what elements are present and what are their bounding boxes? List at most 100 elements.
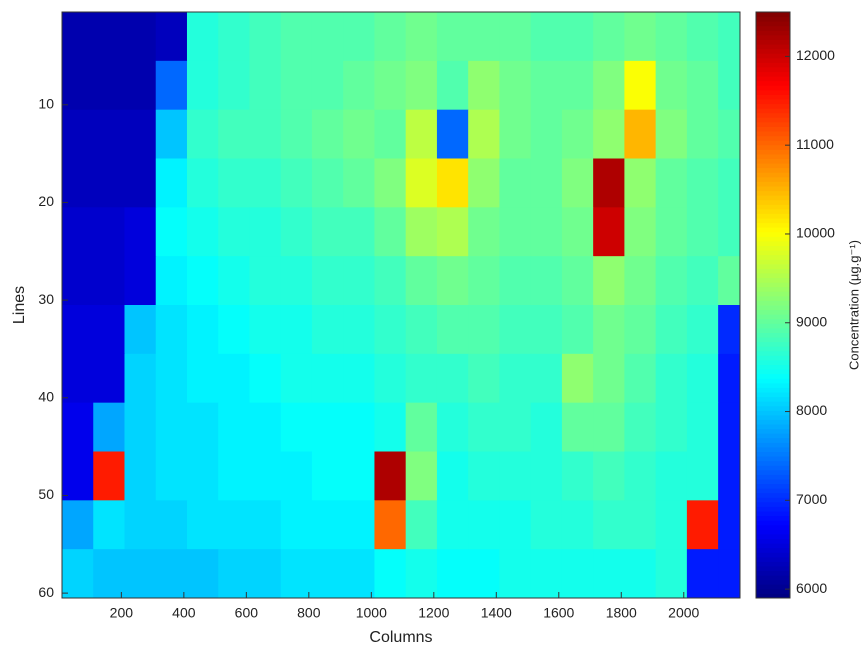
heat-cell	[624, 451, 657, 501]
heat-cell	[62, 549, 94, 599]
heat-cell	[218, 109, 250, 159]
heat-cell	[686, 549, 719, 599]
colorbar-swatch	[756, 286, 790, 292]
heat-cell	[343, 256, 375, 306]
heat-cell	[249, 549, 282, 599]
colorbar-swatch	[756, 76, 790, 82]
heat-cell	[436, 60, 469, 111]
heat-cell	[374, 451, 407, 501]
heat-cell	[436, 500, 469, 550]
heat-cell	[155, 500, 188, 550]
colorbar-swatch	[756, 579, 790, 585]
heat-cell	[530, 402, 563, 452]
heat-cell	[311, 549, 344, 599]
colorbar-swatch	[756, 533, 790, 539]
colorbar-swatch	[756, 309, 790, 315]
heat-cell	[93, 305, 125, 355]
heat-cell	[593, 207, 625, 257]
colorbar-swatch	[756, 140, 790, 146]
heat-cell	[218, 549, 250, 599]
heat-cell	[561, 500, 594, 550]
colorbar-swatch	[756, 53, 790, 59]
heat-cell	[686, 207, 719, 257]
colorbar-swatch	[756, 332, 790, 338]
heat-cell	[686, 353, 719, 404]
heat-cell	[436, 256, 469, 306]
heat-cell	[249, 353, 282, 404]
colorbar-swatch	[756, 520, 790, 526]
heat-cell	[468, 402, 500, 452]
heat-cell	[655, 109, 688, 159]
heat-cell	[93, 60, 125, 111]
heat-cell	[686, 60, 719, 111]
x-tick-label: 400	[172, 605, 196, 621]
colorbar-swatch	[756, 359, 790, 366]
heat-cell	[186, 256, 219, 306]
heat-cell	[186, 402, 219, 452]
heat-cell	[280, 207, 313, 257]
heat-cell	[311, 402, 344, 452]
heat-cell	[374, 305, 407, 355]
heat-cell	[530, 451, 563, 501]
heat-cell	[686, 256, 719, 306]
heat-cell	[374, 353, 407, 404]
colorbar-swatch	[756, 318, 790, 324]
heat-cell	[593, 451, 625, 501]
heat-cell	[186, 305, 219, 355]
heat-cell	[530, 500, 563, 550]
colorbar-swatch	[756, 492, 790, 498]
heat-cell	[249, 451, 282, 501]
colorbar-swatch	[756, 66, 790, 73]
heat-cell	[124, 12, 157, 62]
colorbar-swatch	[756, 474, 790, 480]
heat-cell	[280, 12, 313, 62]
heat-cell	[280, 158, 313, 208]
heat-cell	[624, 109, 657, 159]
heat-cell	[561, 256, 594, 306]
colorbar-swatch	[756, 410, 790, 416]
colorbar-swatch	[756, 469, 790, 475]
heat-cell	[155, 256, 188, 306]
heat-cell	[311, 158, 344, 208]
colorbar-swatch	[756, 272, 790, 279]
heat-cell	[343, 451, 375, 501]
heat-cell	[593, 109, 625, 159]
heat-cell	[499, 207, 532, 257]
heat-cell	[468, 451, 500, 501]
heat-cell	[280, 549, 313, 599]
colorbar-swatch	[756, 350, 790, 356]
heat-cell	[374, 500, 407, 550]
heat-cell	[62, 500, 94, 550]
heat-cell	[499, 451, 532, 501]
colorbar-swatch	[756, 556, 790, 562]
colorbar-swatch	[756, 204, 790, 210]
heat-cell	[186, 109, 219, 159]
heat-cell	[124, 60, 157, 111]
heat-cell	[718, 402, 741, 452]
heat-cell	[124, 109, 157, 159]
colorbar-swatch	[756, 259, 790, 265]
heat-cell	[561, 158, 594, 208]
colorbar-swatch	[756, 89, 790, 95]
heat-cell	[249, 256, 282, 306]
colorbar-swatch	[756, 245, 790, 251]
heat-cell	[718, 60, 741, 111]
heat-cell	[343, 207, 375, 257]
heat-cell	[593, 500, 625, 550]
heat-cell	[405, 549, 438, 599]
colorbar-swatch	[756, 506, 790, 512]
heat-cell	[530, 305, 563, 355]
heat-cell	[718, 207, 741, 257]
heat-cell	[93, 402, 125, 452]
heat-cell	[624, 402, 657, 452]
heat-cell	[186, 353, 219, 404]
heat-cell	[718, 500, 741, 550]
heat-cell	[468, 256, 500, 306]
heat-cell	[311, 109, 344, 159]
heat-cell	[93, 549, 125, 599]
heat-cell	[218, 207, 250, 257]
heat-cell	[718, 451, 741, 501]
colorbar-swatch	[756, 451, 790, 457]
heat-cell	[343, 305, 375, 355]
